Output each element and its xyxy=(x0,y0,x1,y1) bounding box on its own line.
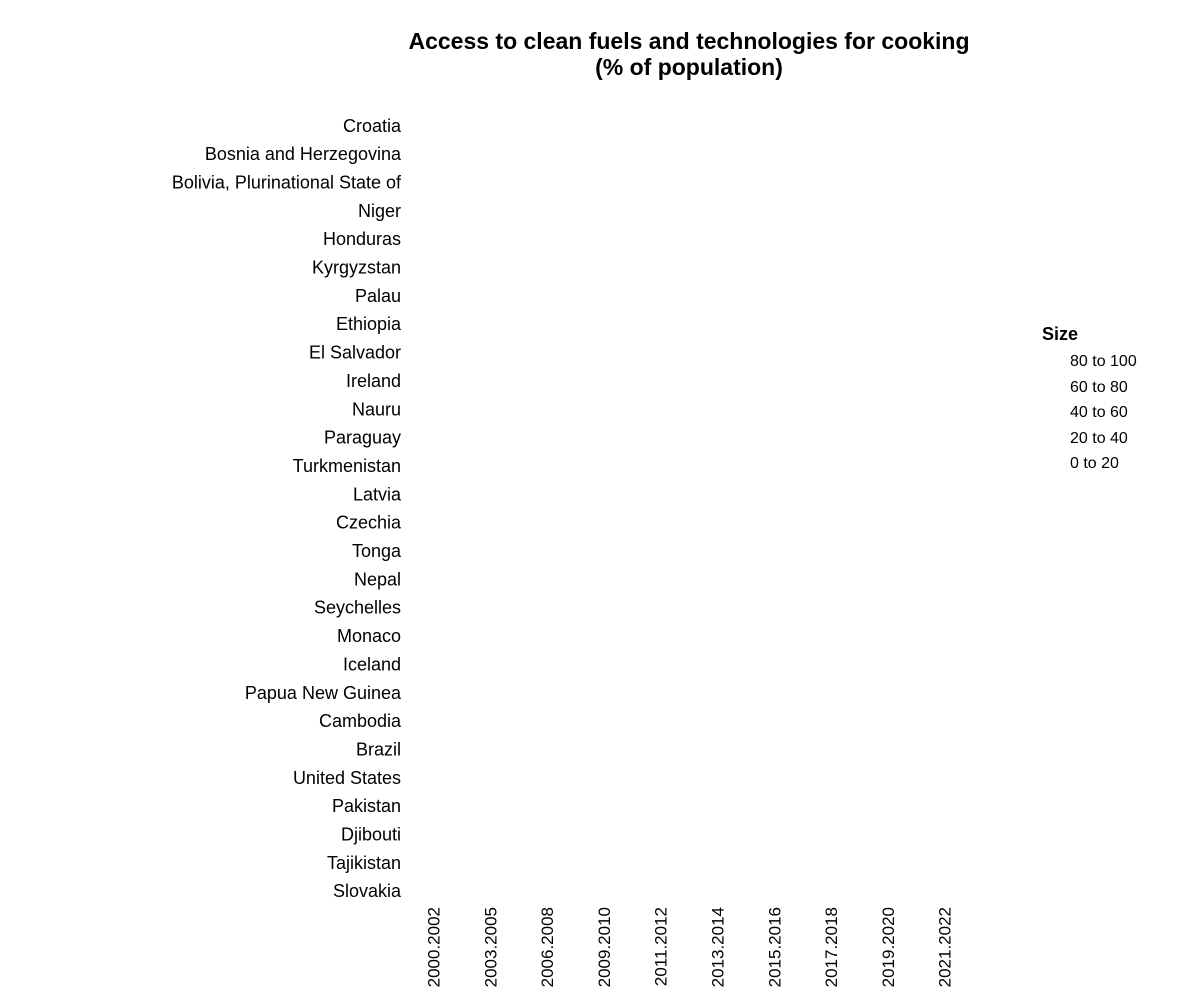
y-tick-label: Latvia xyxy=(353,484,402,504)
y-tick-label: Ireland xyxy=(346,371,401,391)
y-tick-label: Turkmenistan xyxy=(293,456,401,476)
x-tick-label: 2015.2016 xyxy=(765,907,784,987)
y-tick-label: Honduras xyxy=(323,229,401,249)
y-tick-label: Monaco xyxy=(337,626,401,646)
y-tick-label: Tonga xyxy=(352,541,402,561)
y-tick-label: Seychelles xyxy=(314,598,401,618)
legend-items: 80 to 100 60 to 80 40 to 60 20 to 40 0 to 20 xyxy=(1042,349,1137,477)
y-tick-label: Nauru xyxy=(352,399,401,419)
y-tick-label: United States xyxy=(293,768,401,788)
y-tick-label: Nepal xyxy=(354,569,401,589)
y-tick-label: Bolivia, Plurinational State of xyxy=(172,172,402,192)
legend-item: 80 to 100 xyxy=(1070,353,1137,370)
x-tick-label: 2003.2005 xyxy=(481,907,500,987)
y-tick-label: Kyrgyzstan xyxy=(312,258,401,278)
chart-title-line1: Access to clean fuels and technologies f… xyxy=(408,28,970,54)
legend: Size 80 to 100 60 to 80 40 to 60 20 to 40 0 … xyxy=(1042,324,1137,477)
y-tick-label: Slovakia xyxy=(333,881,402,901)
y-tick-label: Croatia xyxy=(343,116,402,136)
y-tick-label: Papua New Guinea xyxy=(245,683,402,703)
chart-subtitle: (% of population) xyxy=(595,54,783,80)
y-tick-label: Pakistan xyxy=(332,796,401,816)
y-tick-label: Djibouti xyxy=(341,825,401,845)
y-tick-label: Czechia xyxy=(336,513,402,533)
y-tick-label: Bosnia and Herzegovina xyxy=(205,144,402,164)
x-tick-label: 2013.2014 xyxy=(708,907,727,987)
y-tick-label: Tajikistan xyxy=(327,853,401,873)
y-tick-label: Palau xyxy=(355,286,401,306)
x-tick-label: 2006.2008 xyxy=(538,907,557,987)
y-tick-label: Brazil xyxy=(356,739,401,759)
y-tick-label: El Salvador xyxy=(309,343,401,363)
legend-item: 40 to 60 xyxy=(1070,404,1128,421)
y-tick-label: Iceland xyxy=(343,654,401,674)
y-tick-label: Ethiopia xyxy=(336,314,402,334)
x-tick-label: 2021.2022 xyxy=(936,907,955,987)
x-tick-label: 2000.2002 xyxy=(424,907,443,987)
y-tick-label: Niger xyxy=(358,201,401,221)
legend-item: 0 to 20 xyxy=(1070,455,1119,472)
legend-item: 20 to 40 xyxy=(1070,429,1128,447)
x-tick-label: 2019.2020 xyxy=(879,907,898,987)
legend-title: Size xyxy=(1042,324,1079,344)
legend-item: 60 to 80 xyxy=(1070,378,1128,396)
y-tick-label: Paraguay xyxy=(324,428,401,448)
x-tick-label: 2011.2012 xyxy=(652,907,671,986)
y-tick-label: Cambodia xyxy=(319,711,402,731)
x-tick-label: 2009.2010 xyxy=(595,907,614,987)
chart-title: Access to clean fuels and technologies f… xyxy=(389,28,989,80)
x-tick-label: 2017.2018 xyxy=(822,907,841,987)
